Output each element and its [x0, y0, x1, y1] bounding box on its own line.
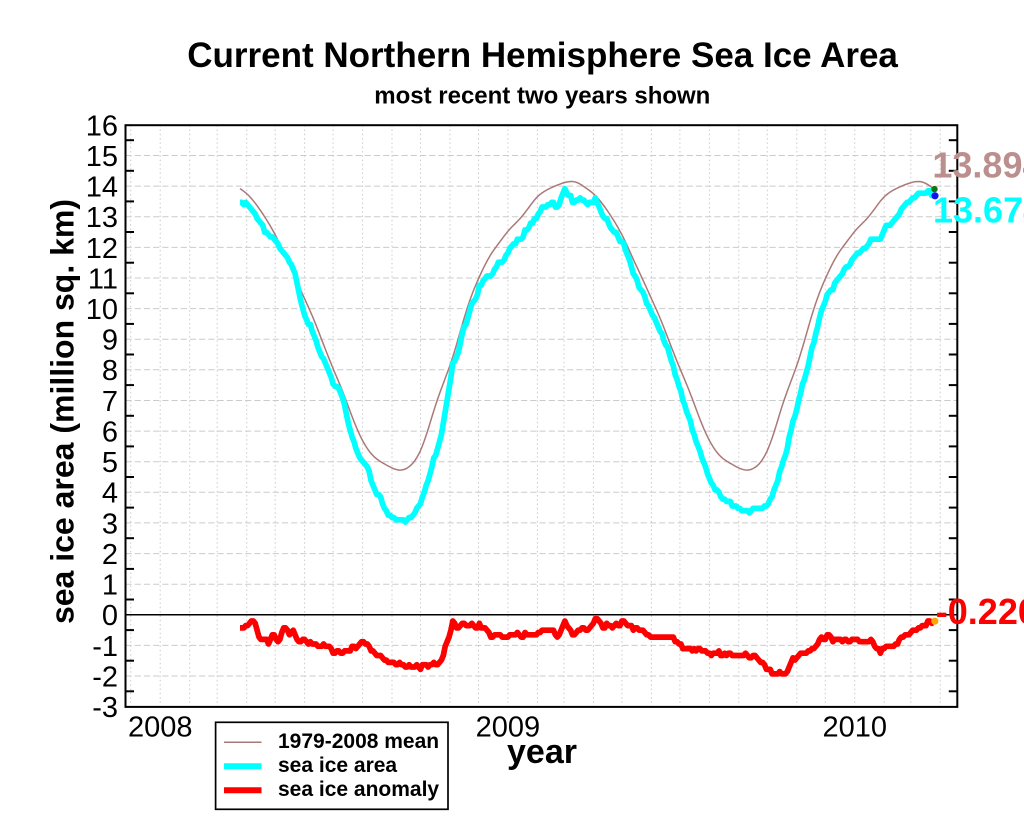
svg-text:-2: -2 [92, 661, 118, 693]
svg-text:14: 14 [86, 172, 118, 204]
svg-text:7: 7 [102, 386, 118, 418]
svg-text:13.674: 13.674 [933, 189, 1024, 230]
svg-text:most recent two years shown: most recent two years shown [374, 83, 710, 110]
svg-text:-1: -1 [92, 631, 118, 663]
svg-text:16: 16 [86, 110, 118, 142]
svg-text:-0.220: -0.220 [936, 591, 1024, 632]
svg-text:3: 3 [102, 508, 118, 540]
svg-text:1: 1 [102, 570, 118, 602]
svg-text:13.894: 13.894 [932, 144, 1024, 185]
svg-text:4: 4 [102, 478, 118, 510]
svg-text:sea ice anomaly: sea ice anomaly [278, 778, 439, 801]
svg-text:15: 15 [86, 141, 118, 173]
svg-text:9: 9 [102, 325, 118, 357]
svg-text:-3: -3 [92, 692, 118, 724]
svg-text:2: 2 [102, 539, 118, 571]
svg-text:2010: 2010 [822, 712, 887, 744]
svg-text:10: 10 [86, 294, 118, 326]
svg-text:0: 0 [102, 600, 118, 632]
svg-text:5: 5 [102, 447, 118, 479]
svg-text:13: 13 [86, 202, 118, 234]
svg-text:sea ice area: sea ice area [278, 754, 397, 777]
svg-text:sea ice area (million sq. km): sea ice area (million sq. km) [45, 199, 81, 624]
svg-text:year: year [507, 733, 577, 771]
svg-text:11: 11 [88, 263, 118, 295]
svg-text:6: 6 [102, 417, 118, 449]
svg-text:1979-2008 mean: 1979-2008 mean [278, 730, 439, 753]
svg-text:2008: 2008 [128, 712, 193, 744]
svg-text:8: 8 [102, 355, 118, 387]
svg-text:2009: 2009 [476, 712, 541, 744]
svg-text:Current Northern Hemisphere Se: Current Northern Hemisphere Sea Ice Area [187, 36, 898, 75]
svg-text:12: 12 [86, 233, 118, 265]
